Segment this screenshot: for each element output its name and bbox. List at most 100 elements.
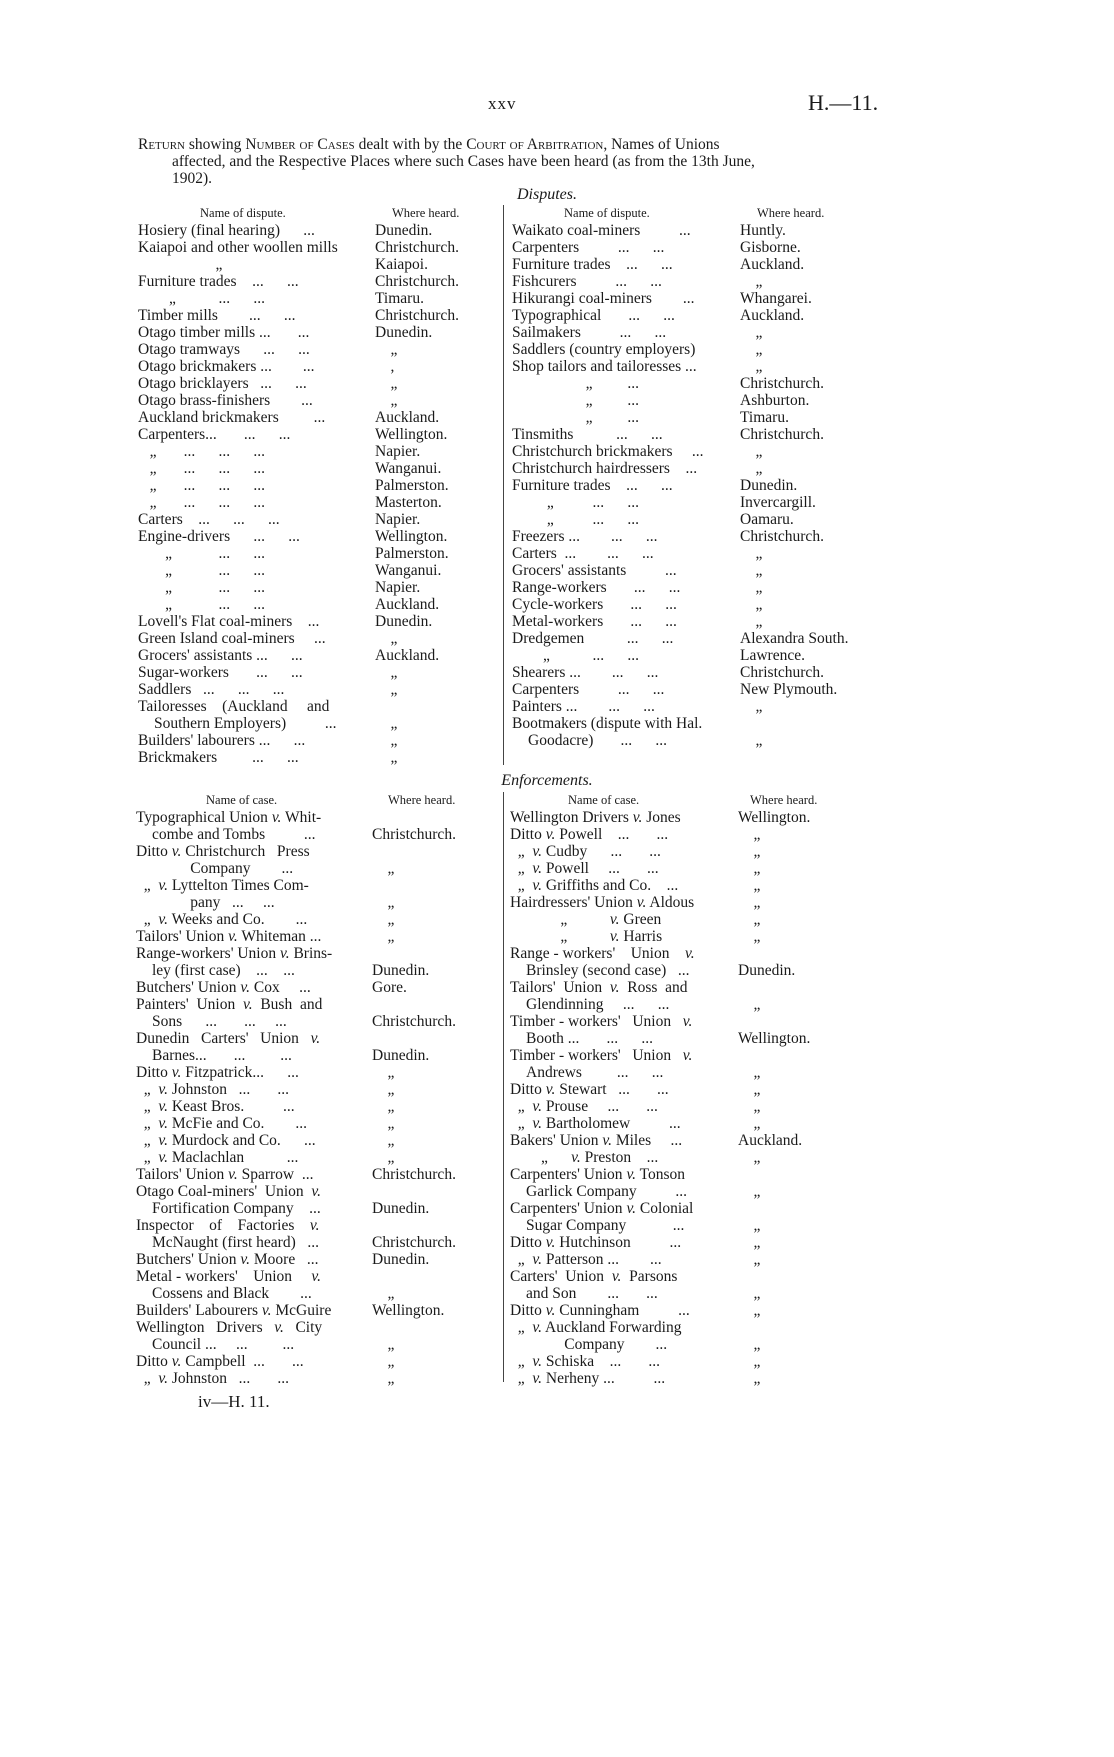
case-name: „ ... ... ... <box>138 443 266 460</box>
column-headers: Name of case. Where heard. <box>510 793 880 809</box>
versus-mark: v. <box>228 1166 238 1183</box>
place-heard: Palmerston. <box>375 477 449 494</box>
place-heard: Gore. <box>372 979 407 996</box>
name-column-header: Name of case. <box>568 793 640 807</box>
table-row: „ ... Ashburton. <box>512 392 882 409</box>
intro-text: showing <box>185 136 246 153</box>
place-heard: Whangarei. <box>740 290 812 307</box>
case-name: Southern Employers) ... <box>154 715 337 732</box>
versus-mark: v. <box>545 1081 556 1098</box>
versus-mark: v. <box>609 979 620 996</box>
table-row: Otago brickmakers ... ... , <box>138 358 503 375</box>
versus-mark: v. <box>532 1319 542 1336</box>
case-name: Tailors' Union v. Sparrow ... <box>136 1166 314 1183</box>
case-name: „ v. Bartholomew ... <box>510 1115 681 1132</box>
place-heard: „ <box>738 877 761 894</box>
place-heard: Christchurch. <box>372 1234 456 1251</box>
table-row: Timber - workers' Union v. <box>510 1013 880 1030</box>
case-name: Typographical ... ... <box>512 307 675 324</box>
versus-mark: v. <box>311 1183 322 1200</box>
table-row: „ ... ... Wanganui. <box>138 562 503 579</box>
place-heard: „ <box>375 749 398 766</box>
case-name: Sugar-workers ... ... <box>138 664 303 681</box>
case-name: Otago timber mills ... ... <box>138 324 310 341</box>
place-heard: Christchurch. <box>375 239 459 256</box>
table-row: Typographical ... ... Auckland. <box>512 307 882 324</box>
table-row: „ v. Bartholomew ... „ <box>510 1115 880 1132</box>
place-heard: Christchurch. <box>372 826 456 843</box>
table-row: „ v. Johnston ... ... „ <box>136 1081 501 1098</box>
table-row: Timber - workers' Union v. <box>510 1047 880 1064</box>
case-name: Wellington Drivers v. City <box>136 1319 323 1336</box>
table-row: Furniture trades ... ... Christchurch. <box>138 273 503 290</box>
table-row: Freezers ... ... ... Christchurch. <box>512 528 882 545</box>
place-heard: „ <box>738 1081 761 1098</box>
case-name: Garlick Company ... <box>526 1183 688 1200</box>
case-name: Engine-drivers ... ... <box>138 528 300 545</box>
place-heard: „ <box>738 1115 761 1132</box>
versus-mark: v. <box>532 843 542 860</box>
place-heard: Wellington. <box>738 809 811 826</box>
table-row: „ ... ... Auckland. <box>138 596 503 613</box>
place-heard: „ <box>738 1370 761 1387</box>
place-heard: Christchurch. <box>740 375 824 392</box>
place-heard: „ <box>372 1064 395 1081</box>
place-heard: „ <box>738 1251 761 1268</box>
place-heard: „ <box>375 392 398 409</box>
case-name: Sugar Company ... <box>526 1217 685 1234</box>
table-row: „ v. Prouse ... ... „ <box>510 1098 880 1115</box>
case-name: „ ... <box>512 392 640 409</box>
column-headers: Name of dispute. Where heard. <box>512 206 882 222</box>
versus-mark: v. <box>171 843 182 860</box>
case-name: Dredgemen ... ... <box>512 630 674 647</box>
case-name: Kaiapoi and other woollen mills <box>138 239 338 256</box>
case-name: Butchers' Union v. Cox ... <box>136 979 311 996</box>
case-name: Auckland brickmakers ... <box>138 409 326 426</box>
table-row: Wellington Drivers v. City <box>136 1319 501 1336</box>
case-name: „ ... ... ... <box>138 460 266 477</box>
place-heard: „ <box>375 630 398 647</box>
intro-number-of-cases: Number of Cases <box>245 136 355 153</box>
place-heard: Dunedin. <box>372 962 430 979</box>
versus-mark: v. <box>545 1234 556 1251</box>
table-row: „ Kaiapoi. <box>138 256 503 273</box>
table-row: Fortification Company ... Dunedin. <box>136 1200 501 1217</box>
case-name: Freezers ... ... ... <box>512 528 658 545</box>
place-heard: Wellington. <box>375 528 448 545</box>
case-name: Range-workers' Union v. Brins- <box>136 945 333 962</box>
case-name: Furniture trades ... ... <box>512 477 673 494</box>
case-name: „ ... <box>512 409 640 426</box>
case-name: Otago bricklayers ... ... <box>138 375 307 392</box>
place-heard: Palmerston. <box>375 545 449 562</box>
versus-mark: v. <box>261 1302 272 1319</box>
versus-mark: v. <box>158 877 168 894</box>
table-row: Range-workers ... ... „ <box>512 579 882 596</box>
case-name: „ v. McFie and Co. ... <box>136 1115 308 1132</box>
place-heard: „ <box>738 1234 761 1251</box>
versus-mark: v. <box>228 928 238 945</box>
intro-text: dealt with by the <box>354 136 467 153</box>
versus-mark: v. <box>310 1030 321 1047</box>
versus-mark: v. <box>532 1115 542 1132</box>
case-name: Saddlers (country employers) <box>512 341 696 358</box>
place-heard: „ <box>740 443 763 460</box>
enforcements-right-column: Name of case. Where heard. Wellington Driv… <box>510 793 880 1387</box>
case-name: „ v. Powell ... ... <box>510 860 659 877</box>
case-name: Timber - workers' Union v. <box>510 1047 693 1064</box>
case-name: „ v. Nerheny ... ... <box>510 1370 666 1387</box>
table-row: Glendinning ... ... „ <box>510 996 880 1013</box>
versus-mark: v. <box>626 1166 637 1183</box>
case-name: Hosiery (final hearing) ... <box>138 222 315 239</box>
table-row: Ditto v. Campbell ... ... „ <box>136 1353 501 1370</box>
case-name: Ditto v. Fitzpatrick... ... <box>136 1064 299 1081</box>
table-row: Inspector of Factories v. <box>136 1217 501 1234</box>
place-heard: „ <box>375 664 398 681</box>
case-name: Tailors' Union v. Whiteman ... <box>136 928 322 945</box>
table-row: „ v. Johnston ... ... „ <box>136 1370 501 1387</box>
place-heard: „ <box>738 1285 761 1302</box>
table-row: Garlick Company ... „ <box>510 1183 880 1200</box>
place-heard: Dunedin. <box>738 962 796 979</box>
place-heard: Dunedin. <box>375 324 433 341</box>
place-heard: „ <box>375 715 398 732</box>
table-row: „ ... Christchurch. <box>512 375 882 392</box>
